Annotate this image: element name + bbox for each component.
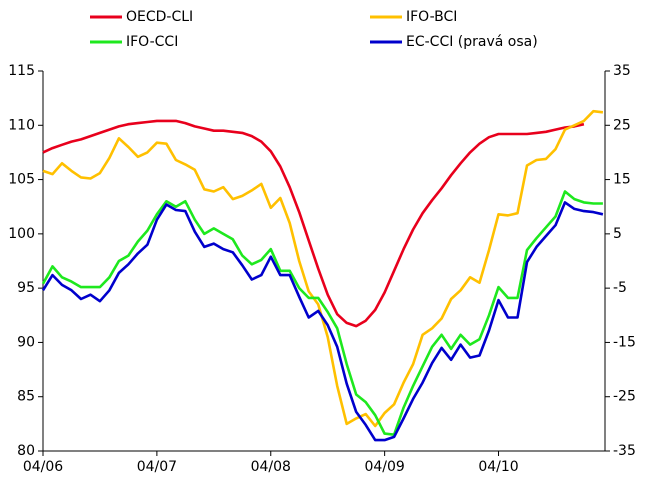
y2-tick-label: 5 <box>613 226 622 242</box>
legend-label: EC-CCI (pravá osa) <box>406 34 538 50</box>
y-tick-label: 110 <box>8 117 35 133</box>
y2-tick-label: 25 <box>613 117 631 133</box>
y-tick-label: 100 <box>8 226 35 242</box>
y2-tick-label: -25 <box>613 389 636 405</box>
x-tick-label: 04/10 <box>478 459 518 475</box>
y-tick-label: 105 <box>8 172 35 188</box>
series-line <box>42 109 604 428</box>
y-tick-label: 80 <box>17 443 35 459</box>
legend-label: IFO-BCI <box>406 9 457 25</box>
x-tick-label: 04/07 <box>137 459 177 475</box>
legend-label: IFO-CCI <box>126 34 178 50</box>
y-tick-label: 85 <box>17 389 35 405</box>
y2-tick-label: 15 <box>613 172 631 188</box>
x-tick-label: 04/08 <box>251 459 291 475</box>
y2-tick-label: -5 <box>613 280 627 296</box>
y-tick-label: 95 <box>17 280 35 296</box>
legend-label: OECD-CLI <box>126 9 193 25</box>
series-line <box>42 119 585 328</box>
y2-tick-label: 35 <box>613 63 631 79</box>
y-tick-label: 90 <box>17 334 35 350</box>
x-tick-label: 04/06 <box>23 459 63 475</box>
series-line <box>41 201 604 442</box>
y2-tick-label: -15 <box>613 334 636 350</box>
y2-tick-label: -35 <box>613 443 636 459</box>
x-tick-label: 04/09 <box>364 459 404 475</box>
y-tick-label: 115 <box>8 63 35 79</box>
series-line <box>41 190 603 436</box>
